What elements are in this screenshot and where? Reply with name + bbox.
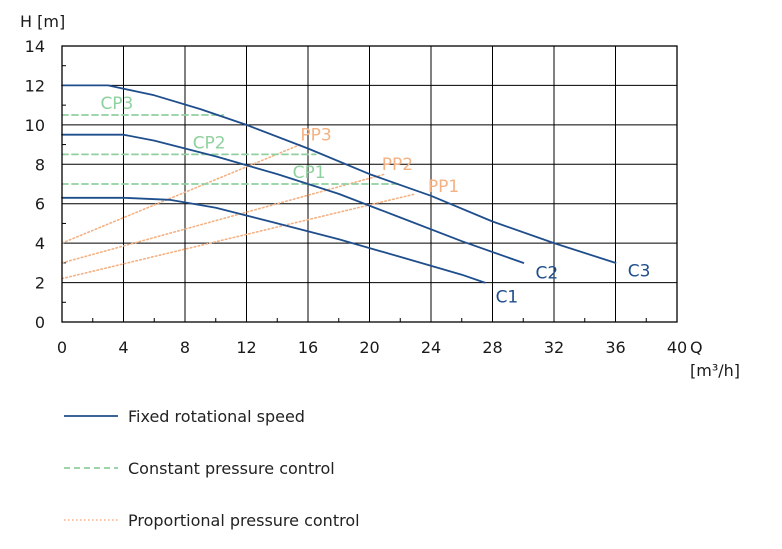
x-tick-label: 20 bbox=[359, 338, 379, 357]
series-line-pp2 bbox=[61, 173, 386, 264]
curve-label-cp2: CP2 bbox=[193, 134, 226, 154]
curve-label-pp1: PP1 bbox=[428, 177, 459, 197]
series-layer bbox=[61, 84, 617, 284]
x-tick-label: 32 bbox=[544, 338, 564, 357]
y-tick-label: 10 bbox=[25, 116, 45, 135]
x-tick-label: 36 bbox=[605, 338, 625, 357]
legend-label-proportional: Proportional pressure control bbox=[128, 511, 360, 530]
y-tick-label: 0 bbox=[35, 313, 45, 332]
y-tick-label: 8 bbox=[35, 155, 45, 174]
x-axis-unit: [m³/h] bbox=[690, 361, 740, 380]
y-tick-label: 12 bbox=[25, 76, 45, 95]
x-tick-label: 40 bbox=[667, 338, 687, 357]
y-axis-title: H [m] bbox=[20, 12, 65, 31]
x-tick-label: 0 bbox=[57, 338, 67, 357]
x-tick-label: 24 bbox=[421, 338, 441, 357]
x-tick-label: 16 bbox=[298, 338, 318, 357]
curve-label-pp3: PP3 bbox=[300, 126, 331, 146]
y-tick-label: 2 bbox=[35, 274, 45, 293]
x-tick-label: 28 bbox=[482, 338, 502, 357]
curve-label-c3: C3 bbox=[628, 262, 651, 282]
curve-label-c1: C1 bbox=[496, 287, 519, 307]
curve-label-cp1: CP1 bbox=[293, 163, 326, 183]
x-tick-labels: 0 4 8 12 16 20 24 28 32 36 40 bbox=[57, 338, 687, 357]
curve-label-pp2: PP2 bbox=[382, 155, 413, 175]
x-tick-label: 8 bbox=[180, 338, 190, 357]
y-tick-label: 6 bbox=[35, 195, 45, 214]
curve-label-c2: C2 bbox=[536, 264, 559, 284]
minor-ticks bbox=[62, 65, 647, 322]
curve-label-cp3: CP3 bbox=[100, 94, 133, 114]
y-tick-label: 4 bbox=[35, 234, 45, 253]
legend-label-fixed: Fixed rotational speed bbox=[128, 407, 305, 426]
x-tick-label: 4 bbox=[118, 338, 128, 357]
x-axis-title: Q bbox=[690, 338, 703, 357]
curve-labels: C1 C2 C3 CP3 CP2 CP1 PP3 PP2 PP1 bbox=[100, 94, 650, 307]
legend: Fixed rotational speed Constant pressure … bbox=[64, 407, 360, 530]
series-line-pp3 bbox=[61, 143, 302, 244]
series-line-c3 bbox=[61, 84, 617, 264]
series-line-c1 bbox=[61, 196, 486, 284]
y-tick-labels: 0 2 4 6 8 10 12 14 bbox=[25, 37, 45, 332]
legend-label-constant: Constant pressure control bbox=[128, 459, 335, 478]
x-tick-label: 12 bbox=[236, 338, 256, 357]
series-line-c2 bbox=[61, 133, 525, 264]
plot-frame bbox=[61, 45, 678, 323]
series-line-pp1 bbox=[61, 193, 417, 280]
y-tick-label: 14 bbox=[25, 37, 45, 56]
